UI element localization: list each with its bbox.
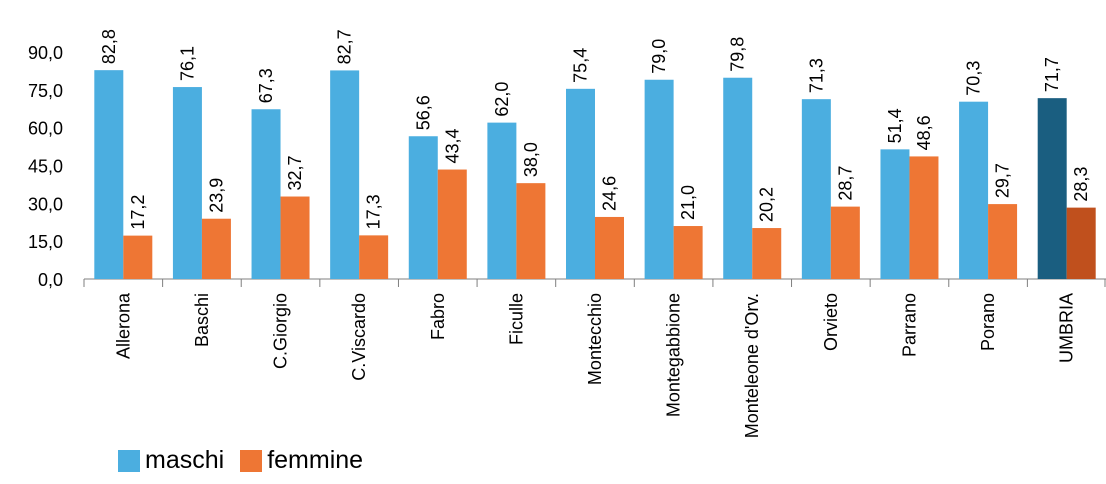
bar-maschi <box>801 99 831 279</box>
x-tick-label: Montecchio <box>585 293 605 385</box>
bar-maschi <box>330 70 360 279</box>
bar-femmine <box>673 226 703 279</box>
bar-maschi <box>959 101 989 279</box>
bar-femmine <box>595 216 624 279</box>
legend-swatch-femmine <box>240 449 263 472</box>
legend-item-maschi: maschi <box>118 446 224 475</box>
data-label-maschi: 79,0 <box>649 39 669 74</box>
y-tick-label: 90,0 <box>28 43 63 63</box>
data-label-maschi: 67,3 <box>256 68 276 103</box>
bar-maschi <box>723 77 753 279</box>
x-tick-label: C.Giorgio <box>271 293 291 369</box>
bar-femmine <box>123 235 153 279</box>
data-label-femmine: 48,6 <box>914 115 934 150</box>
data-label-femmine: 23,9 <box>206 178 226 213</box>
bar-maschi <box>487 122 517 279</box>
data-label-femmine: 20,2 <box>757 187 777 222</box>
bar-femmine <box>280 196 310 279</box>
data-label-femmine: 38,0 <box>521 142 541 177</box>
data-label-maschi: 62,0 <box>492 82 512 117</box>
x-tick-label: Porano <box>978 293 998 351</box>
data-label-maschi: 70,3 <box>964 61 984 96</box>
bar-femmine <box>516 183 546 279</box>
data-label-femmine: 32,7 <box>285 155 305 190</box>
data-label-femmine: 28,3 <box>1071 167 1091 202</box>
bar-maschi <box>408 136 438 279</box>
bar-maschi <box>880 149 910 279</box>
bar-maschi <box>94 70 124 279</box>
x-tick-label: Fabro <box>428 293 448 340</box>
bar-femmine <box>909 156 939 279</box>
legend: maschi femmine <box>118 446 363 475</box>
data-label-femmine: 17,2 <box>128 195 148 230</box>
x-tick-label: Monteleone d'Orv. <box>742 293 762 438</box>
data-label-femmine: 24,6 <box>600 176 620 211</box>
data-label-maschi: 82,7 <box>335 29 355 64</box>
data-label-maschi: 76,1 <box>177 46 197 81</box>
bar-maschi <box>1037 98 1067 279</box>
bar-femmine <box>201 218 231 279</box>
bar-femmine <box>437 169 467 279</box>
legend-swatch-maschi <box>118 449 140 472</box>
data-label-maschi: 71,7 <box>1042 57 1062 92</box>
x-tick-label: Orvieto <box>821 293 841 351</box>
data-label-maschi: 79,8 <box>728 37 748 72</box>
y-tick-label: 0,0 <box>38 270 63 290</box>
data-label-maschi: 71,3 <box>806 58 826 93</box>
x-tick-label: Montegabbione <box>664 293 684 417</box>
data-label-femmine: 21,0 <box>678 185 698 220</box>
bar-femmine <box>988 204 1018 279</box>
x-tick-label: Baschi <box>192 293 212 347</box>
data-label-femmine: 29,7 <box>993 163 1013 198</box>
data-label-femmine: 43,4 <box>442 128 462 163</box>
bar-femmine <box>359 235 389 279</box>
legend-item-femmine: femmine <box>240 446 363 475</box>
data-label-maschi: 56,6 <box>413 95 433 130</box>
x-tick-label: Ficulle <box>506 293 526 345</box>
x-tick-label: Allerona <box>113 292 133 359</box>
legend-label-femmine: femmine <box>267 446 364 474</box>
bar-maschi <box>644 79 674 279</box>
x-tick-label: UMBRIA <box>1057 293 1077 363</box>
data-label-maschi: 51,4 <box>885 108 905 143</box>
bar-femmine <box>752 228 782 279</box>
x-tick-label: Parrano <box>899 293 919 357</box>
data-label-femmine: 17,3 <box>364 194 384 229</box>
bar-maschi <box>172 87 202 279</box>
y-tick-label: 75,0 <box>28 81 63 101</box>
y-tick-label: 15,0 <box>28 232 63 252</box>
y-tick-label: 60,0 <box>28 119 63 139</box>
y-tick-label: 45,0 <box>28 157 63 177</box>
bar-femmine <box>830 206 860 279</box>
data-label-maschi: 75,4 <box>571 48 591 83</box>
data-label-maschi: 82,8 <box>99 29 119 64</box>
x-tick-label: C.Viscardo <box>349 293 369 381</box>
legend-label-maschi: maschi <box>145 446 225 474</box>
bar-maschi <box>251 109 281 279</box>
data-label-femmine: 28,7 <box>835 166 855 201</box>
y-tick-label: 30,0 <box>28 194 63 214</box>
bar-femmine <box>1066 207 1096 279</box>
bar-maschi <box>566 88 595 279</box>
